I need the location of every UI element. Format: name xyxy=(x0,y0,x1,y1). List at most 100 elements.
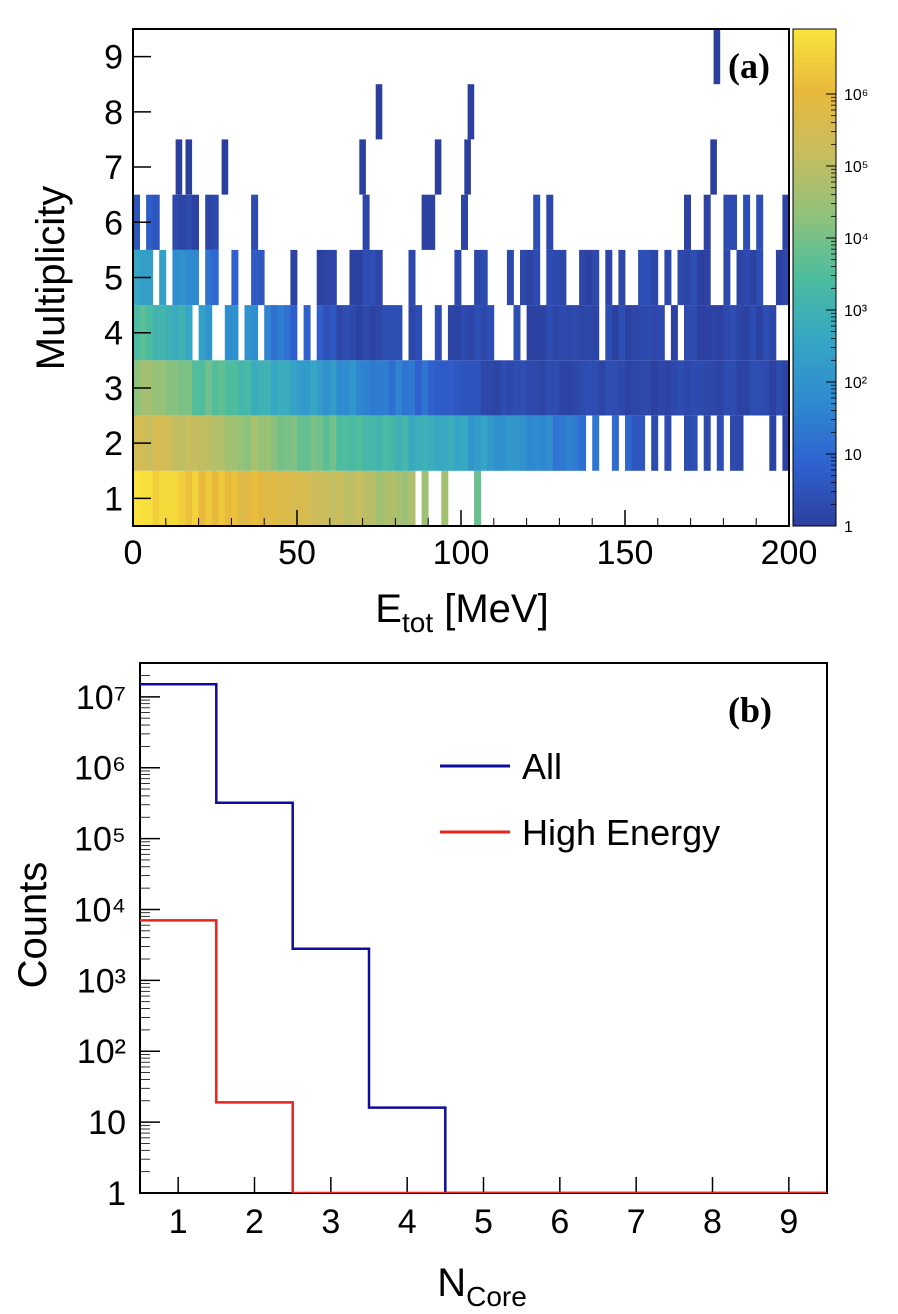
heatmap-cell xyxy=(703,360,711,416)
heatmap-cell xyxy=(520,415,527,471)
heatmap-cell xyxy=(244,360,252,416)
heatmap-cell xyxy=(513,360,521,416)
x-tick-label: 3 xyxy=(321,1203,340,1241)
heatmap-cell xyxy=(316,305,324,361)
heatmap-cell xyxy=(421,194,429,250)
heatmap-cell xyxy=(585,305,593,361)
heatmap-cell xyxy=(329,249,337,306)
y-tick-label: 6 xyxy=(104,204,123,242)
heatmap-cell xyxy=(684,360,691,416)
heatmap-cell xyxy=(749,249,757,306)
heatmap-cell xyxy=(185,194,193,250)
heatmap-cell xyxy=(572,360,580,416)
heatmap-cell xyxy=(238,415,245,471)
heatmap-cell xyxy=(664,249,672,306)
heatmap-cell xyxy=(762,305,770,361)
heatmap-cell xyxy=(185,415,193,471)
heatmap-cell xyxy=(572,305,580,361)
heatmap-cell xyxy=(651,249,659,306)
heatmap-cell xyxy=(703,249,711,306)
heatmap-cell xyxy=(277,360,285,416)
heatmap-cell xyxy=(264,305,272,361)
colorbar-gradient xyxy=(793,29,836,526)
heatmap-cell xyxy=(382,470,390,526)
heatmap-cell xyxy=(684,249,691,306)
y-tick-label: 10⁷ xyxy=(76,679,126,717)
heatmap-cell xyxy=(447,415,455,471)
heatmap-cell xyxy=(270,470,278,526)
heatmap-cell xyxy=(743,305,751,361)
heatmap-cell xyxy=(369,360,377,416)
heatmap-y-axis-title: Multiplicity xyxy=(29,186,73,370)
heatmap-cell xyxy=(657,305,665,361)
y-tick-label: 10³ xyxy=(77,962,126,1000)
heatmap-cell xyxy=(244,415,252,471)
heatmap-cell xyxy=(178,249,186,306)
heatmap-cell xyxy=(769,305,777,361)
heatmap-cell xyxy=(611,305,619,361)
heatmap-cell xyxy=(579,249,587,306)
heatmap-cell xyxy=(730,305,737,361)
heatmap-cell xyxy=(592,415,600,471)
heatmap-cell xyxy=(723,249,731,306)
heatmap-cell-isolated xyxy=(185,139,193,195)
heatmap-cell xyxy=(454,305,462,361)
heatmap-cell xyxy=(178,360,186,416)
heatmap-cell xyxy=(769,415,777,471)
heatmap-cell xyxy=(703,415,711,471)
heatmap-cell xyxy=(244,305,252,361)
heatmap-cell xyxy=(362,415,370,471)
heatmap-cell xyxy=(408,470,416,526)
heatmap-cell xyxy=(441,470,449,526)
heatmap-cell xyxy=(684,305,691,361)
heatmap-cell xyxy=(277,470,285,526)
heatmap-cell xyxy=(369,305,377,361)
heatmap-cell-isolated xyxy=(464,139,471,195)
heatmap-cell xyxy=(467,305,475,361)
heatmap-cell xyxy=(500,360,508,416)
heatmap-cell xyxy=(198,415,206,471)
heatmap-cell xyxy=(283,415,291,471)
colorbar-tick-label: 10⁴ xyxy=(844,231,869,248)
heatmap-cell xyxy=(644,305,652,361)
heatmap-cell xyxy=(579,415,587,471)
heatmap-cell xyxy=(178,305,186,361)
heatmap-cell xyxy=(211,249,219,306)
heatmap-cell xyxy=(342,305,350,361)
heatmap-cell xyxy=(743,360,751,416)
heatmap-cell xyxy=(526,415,534,471)
heatmap-cell xyxy=(566,415,573,471)
heatmap-cell xyxy=(605,305,613,361)
heatmap-cell xyxy=(703,194,711,250)
heatmap-cell xyxy=(447,360,455,416)
heatmap-cell xyxy=(251,249,259,306)
heatmap-cell xyxy=(205,249,213,306)
heatmap-cell xyxy=(362,360,370,416)
heatmap-cell xyxy=(218,360,226,416)
heatmap-cell xyxy=(756,360,764,416)
heatmap-cell xyxy=(480,360,488,416)
y-tick-label: 10² xyxy=(77,1033,126,1071)
heatmap-cell xyxy=(559,305,567,361)
heatmap-cell xyxy=(506,415,514,471)
heatmap-cell-isolated xyxy=(467,84,475,140)
heatmap-cell xyxy=(710,360,718,416)
heatmap-cell xyxy=(251,194,259,250)
y-tick-label: 5 xyxy=(104,260,123,298)
legend-label-high-energy: High Energy xyxy=(522,812,720,853)
y-tick-label: 10⁵ xyxy=(74,821,126,859)
heatmap-cell xyxy=(257,249,265,306)
heatmap-cell xyxy=(251,360,259,416)
heatmap-cell xyxy=(690,305,698,361)
heatmap-cell xyxy=(618,249,626,306)
heatmap-cell xyxy=(231,305,239,361)
heatmap-cell xyxy=(251,415,259,471)
heatmap-cell xyxy=(434,360,442,416)
heatmap-cell xyxy=(697,305,705,361)
heatmap-cell xyxy=(336,305,344,361)
heatmap-cell xyxy=(192,249,199,306)
heatmap-cell xyxy=(205,305,213,361)
heatmap-cell xyxy=(297,470,304,526)
heatmap-cell xyxy=(526,360,534,416)
